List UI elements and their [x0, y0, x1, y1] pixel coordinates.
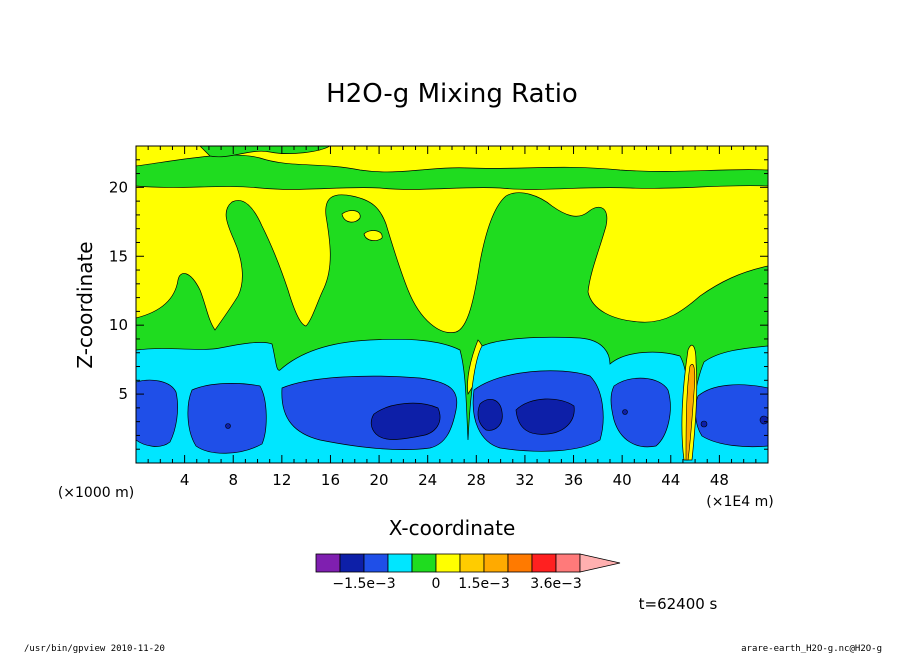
region-green-top-edge	[199, 146, 331, 158]
y-tick-label: 20	[109, 178, 128, 196]
x-tick-label: 20	[370, 471, 389, 489]
y-tick-label: 15	[109, 247, 128, 265]
colorbar-tick-label: 3.6e−3	[530, 576, 582, 592]
colorbar-cell	[411, 553, 437, 573]
colorbar-tick-label: 1.5e−3	[458, 576, 510, 592]
colorbar-cell	[339, 553, 365, 573]
x-axis: 4 8 12 16 20 24 28 32 36 40 44 48	[147, 146, 757, 489]
colorbar	[315, 553, 621, 573]
region-dark-blue-dot	[759, 415, 768, 425]
region-dark-blue	[477, 398, 503, 431]
footer-left: /usr/bin/gpview 2010-11-20	[24, 644, 165, 654]
colorbar-arrow	[579, 553, 621, 573]
colorbar-cell	[435, 553, 461, 573]
y-tick-label: 5	[118, 385, 128, 403]
x-tick-label: 36	[564, 471, 583, 489]
time-label: t=62400 s	[639, 595, 718, 613]
x-unit-right: (×1E4 m)	[706, 494, 773, 510]
colorbar-tick-label: −1.5e−3	[332, 576, 395, 592]
x-tick-label: 40	[613, 471, 632, 489]
colorbar-cell	[363, 553, 389, 573]
x-tick-label: 8	[228, 471, 238, 489]
x-tick-label: 32	[515, 471, 534, 489]
colorbar-cell	[315, 553, 341, 573]
colorbar-cell	[507, 553, 533, 573]
x-tick-label: 48	[710, 471, 729, 489]
colorbar-cell	[483, 553, 509, 573]
x-tick-label: 44	[661, 471, 680, 489]
x-tick-label: 12	[272, 471, 291, 489]
colorbar-tick-labels: −1.5e−3 0 1.5e−3 3.6e−3	[332, 576, 581, 592]
region-blue	[187, 383, 267, 454]
colorbar-tick-label: 0	[432, 576, 441, 592]
x-tick-label: 28	[467, 471, 486, 489]
colorbar-cell	[459, 553, 485, 573]
y-axis: 5 10 15 20	[109, 159, 768, 450]
region-plume-orange	[685, 364, 696, 461]
y-axis-label: Z-coordinate	[73, 241, 97, 368]
region-dark-blue-dot	[225, 423, 231, 429]
colorbar-cell	[555, 553, 581, 573]
colorbar-cell	[531, 553, 557, 573]
x-tick-label: 16	[321, 471, 340, 489]
contour-field	[136, 146, 768, 463]
region-yellow-patch	[341, 210, 361, 223]
region-dark-blue-dot	[700, 420, 708, 428]
region-dark-blue	[515, 398, 575, 435]
region-green-top-band	[136, 154, 768, 190]
y-tick-label: 10	[109, 316, 128, 334]
region-yellow-patch	[363, 230, 383, 241]
colorbar-cell	[387, 553, 413, 573]
x-unit-left: (×1000 m)	[58, 485, 134, 501]
region-blue	[695, 384, 768, 448]
region-blue	[610, 377, 671, 448]
footer-right: arare-earth_H2O-g.nc@H2O-g	[741, 644, 882, 654]
x-axis-label: X-coordinate	[389, 516, 516, 540]
chart-title: H2O-g Mixing Ratio	[326, 79, 578, 109]
region-dark-blue	[370, 402, 441, 440]
region-blue	[136, 379, 178, 447]
x-tick-label: 24	[418, 471, 437, 489]
region-dark-blue-dot	[622, 409, 628, 415]
x-tick-label: 4	[180, 471, 190, 489]
